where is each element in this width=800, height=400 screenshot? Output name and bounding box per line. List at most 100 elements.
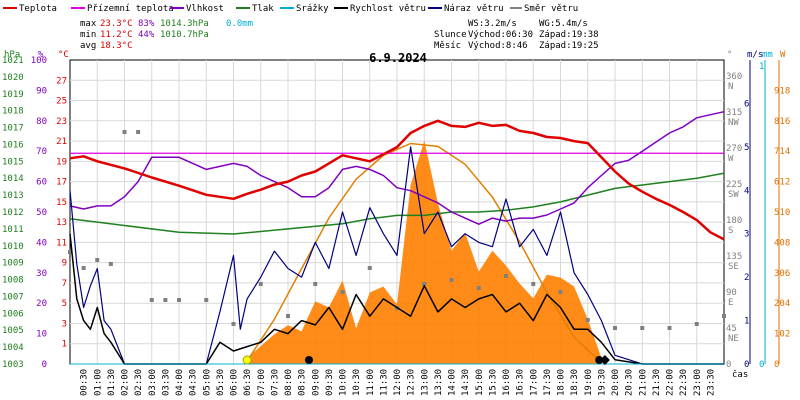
x-tick-label: 11:00 [366, 369, 376, 396]
stats-max-rain: 0.0mm [226, 19, 253, 29]
wind-direction-point [558, 290, 563, 294]
direction-tick-label: 225 [726, 180, 742, 190]
temperature-tick-label: 5 [62, 299, 67, 309]
humidity-tick-label: 40 [36, 238, 47, 248]
x-axis-label: čas [732, 369, 748, 380]
legend-item-smer-vetru: Směr větru [510, 4, 578, 14]
pressure-tick-label: 1021 [2, 56, 24, 66]
pressure-tick-label: 1015 [2, 157, 24, 167]
legend-label-vlhkost: Vlhkost [186, 4, 224, 14]
x-tick-label: 09:00 [311, 369, 321, 396]
wind-direction-point [667, 326, 672, 330]
x-tick-label: 04:30 [189, 369, 199, 396]
direction-compass-label: SW [728, 190, 739, 200]
pressure-tick-label: 1018 [2, 107, 24, 117]
x-tick-label: 15:00 [475, 369, 485, 396]
pressure-tick-label: 1020 [2, 73, 24, 83]
solar-tick-label: 714 [774, 147, 790, 157]
wind-tick-label: 3 [744, 230, 749, 240]
solar-tick-label: 408 [774, 238, 790, 248]
wind-direction-point [177, 298, 181, 302]
wind-tick-label: 5 [744, 143, 749, 153]
direction-compass-label: W [728, 154, 734, 164]
temperature-tick-label: 1 [62, 340, 67, 350]
stats-max-hum: 83% [138, 19, 155, 29]
temperature-tick-label: 11 [56, 238, 67, 248]
x-tick-label: 06:00 [230, 369, 240, 396]
pressure-tick-label: 1012 [2, 208, 24, 218]
x-tick-label: 19:30 [597, 369, 607, 396]
temperature-line [69, 119, 725, 241]
wind-direction-point [258, 282, 263, 286]
x-tick-label: 19:00 [584, 369, 594, 396]
solar-tick-label: 102 [774, 330, 790, 340]
pressure-tick-label: 1004 [2, 343, 24, 353]
stats-min-label: min [80, 30, 96, 40]
wind-unit-label: m/s [747, 50, 763, 60]
grid [69, 59, 725, 365]
stats-avg-label: avg [80, 41, 96, 51]
wind-tick-label: 4 [744, 186, 749, 196]
temperature-tick-label: 3 [62, 319, 67, 329]
x-tick-label: 13:00 [420, 369, 430, 396]
solar-tick-label: 204 [774, 299, 790, 309]
x-tick-label: 18:30 [570, 369, 580, 396]
humidity-tick-label: 90 [36, 86, 47, 96]
x-tick-label: 09:30 [325, 369, 335, 396]
wind-direction-point [108, 262, 113, 266]
wind-direction-point [81, 266, 86, 270]
wind-direction-point [504, 274, 508, 278]
sun-label: Slunce [434, 30, 467, 40]
wind-tick-label: 2 [744, 273, 749, 283]
solar-tick-label: 510 [774, 208, 790, 218]
pressure-tick-label: 1005 [2, 326, 24, 336]
x-tick-label: 08:30 [298, 369, 308, 396]
pressure-tick-label: 1011 [2, 225, 24, 235]
stats-max-press: 1014.3hPa [160, 19, 209, 29]
direction-compass-label: E [728, 298, 733, 308]
pressure-unit-label: hPa [4, 50, 20, 60]
pressure-line [69, 172, 725, 235]
direction-compass-label: S [728, 226, 733, 236]
wind-direction-point [640, 326, 645, 330]
x-tick-label: 01:00 [93, 369, 103, 396]
direction-compass-label: N [728, 82, 733, 92]
legend-label-tlak: Tlak [252, 4, 274, 14]
temperature-tick-label: 9 [62, 259, 67, 269]
wind-direction-point [204, 298, 209, 302]
wind-direction-point [531, 282, 536, 286]
stats-min-temp: 11.2°C [100, 30, 133, 40]
humidity-tick-label: 80 [36, 117, 47, 127]
legend-label-teplota: Teplota [19, 4, 57, 14]
wind-tick-label: 0 [744, 360, 749, 370]
solar-tick-label: 306 [774, 269, 790, 279]
pressure-tick-label: 1006 [2, 309, 24, 319]
pressure-tick-label: 1014 [2, 174, 24, 184]
stats-min-press: 1010.7hPa [160, 30, 209, 40]
pressure-tick-label: 1013 [2, 191, 24, 201]
x-tick-label: 03:00 [148, 369, 158, 396]
pressure-tick-label: 1009 [2, 259, 24, 269]
wind-direction-point [122, 130, 127, 134]
humidity-tick-label: 30 [36, 269, 47, 279]
x-tick-label: 20:00 [611, 369, 621, 396]
wind-direction-point [722, 314, 726, 318]
sunrise-time: Východ:06:30 [468, 30, 533, 40]
x-tick-label: 08:00 [284, 369, 294, 396]
stats-min-hum: 44% [138, 30, 155, 40]
x-tick-label: 03:30 [161, 369, 171, 396]
direction-tick-label: 270 [726, 144, 742, 154]
x-tick-label: 05:30 [216, 369, 226, 396]
direction-tick-label: 315 [726, 108, 742, 118]
temperature-tick-label: 17 [56, 178, 67, 188]
x-tick-label: 22:30 [679, 369, 689, 396]
x-tick-label: 22:00 [666, 369, 676, 396]
x-tick-label: 10:30 [352, 369, 362, 396]
moonset-time: Západ:19:25 [539, 41, 599, 51]
axes: 2725232119171513119753110211020101910181… [2, 56, 790, 396]
stats-max-temp: 23.3°C [100, 19, 133, 29]
legend-item-prizemni-teplota: Přízemní teplota [71, 4, 174, 14]
direction-tick-label: 45 [726, 324, 737, 334]
wind-direction-point [313, 282, 318, 286]
humidity-tick-label: 100 [31, 56, 47, 66]
